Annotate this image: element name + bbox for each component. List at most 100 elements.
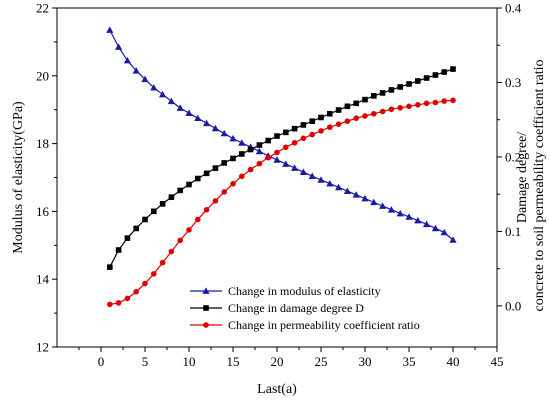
legend-label: Change in damage degree D: [228, 301, 364, 315]
data-point: [239, 151, 245, 157]
data-point: [370, 198, 378, 206]
data-point: [186, 181, 192, 188]
data-point: [150, 84, 158, 91]
data-point: [159, 90, 167, 98]
data-point: [441, 69, 447, 75]
y-right-tick-label: 0.2: [505, 149, 521, 164]
data-point: [274, 133, 280, 139]
data-point: [230, 180, 236, 187]
data-point: [177, 187, 183, 194]
data-point: [299, 168, 307, 175]
data-point: [300, 122, 307, 128]
series-line: [109, 68, 454, 268]
data-point: [406, 103, 412, 110]
data-point: [151, 271, 157, 277]
x-tick-label: 15: [227, 354, 240, 369]
data-point: [107, 264, 113, 270]
data-point: [167, 97, 175, 105]
y-left-tick-label: 14: [36, 272, 50, 287]
data-point: [230, 155, 236, 162]
data-point: [344, 103, 351, 110]
data-point: [133, 225, 139, 232]
data-point: [195, 175, 201, 182]
data-point: [309, 131, 316, 138]
data-point: [106, 26, 114, 33]
data-point: [256, 142, 263, 148]
data-point: [335, 107, 342, 113]
y-left-tick-label: 12: [36, 340, 49, 355]
data-point: [450, 97, 456, 104]
legend-marker: [203, 322, 209, 328]
data-point: [151, 208, 157, 215]
data-point: [326, 180, 334, 187]
x-tick-label: 40: [447, 354, 460, 369]
data-point: [388, 87, 395, 93]
data-point: [441, 98, 448, 104]
data-point: [115, 43, 123, 50]
data-point: [212, 165, 219, 171]
data-point: [371, 110, 377, 117]
data-point: [397, 104, 404, 111]
data-point: [274, 149, 280, 156]
y-right-tick-label: 0.4: [505, 1, 522, 16]
data-point: [362, 96, 368, 103]
x-tick-label: 35: [403, 354, 416, 369]
data-point: [431, 224, 439, 232]
data-point: [432, 99, 439, 106]
data-point: [211, 124, 219, 132]
data-point: [379, 108, 386, 115]
data-point: [423, 75, 430, 81]
y-left-tick-label: 22: [36, 1, 49, 16]
data-point: [450, 66, 456, 72]
legend-item-2: Change in damage degree D: [190, 301, 364, 315]
data-point: [291, 139, 298, 146]
data-point: [203, 170, 210, 177]
data-point: [415, 102, 421, 108]
data-point: [123, 56, 131, 64]
data-point: [440, 228, 448, 236]
x-tick-label: 45: [491, 354, 504, 369]
y-right-axis-title-line2: concrete to soil permeability coefficien…: [532, 59, 547, 311]
data-point: [300, 135, 307, 142]
data-point: [159, 259, 166, 266]
data-point: [141, 75, 149, 83]
data-point: [168, 248, 175, 255]
data-point: [423, 100, 430, 107]
series-3: [107, 97, 456, 308]
data-point: [335, 121, 342, 127]
y-left-axis-title: Modulus of elasticity(GPa): [11, 101, 26, 254]
data-point: [379, 202, 387, 209]
data-point: [256, 160, 263, 167]
data-point: [186, 227, 192, 233]
data-point: [414, 216, 422, 224]
data-point: [397, 84, 403, 90]
data-point: [115, 247, 122, 253]
data-point: [255, 147, 263, 155]
data-point: [177, 237, 183, 244]
data-point: [273, 156, 281, 163]
data-point: [124, 235, 131, 241]
data-point: [176, 104, 184, 111]
data-point: [185, 109, 193, 116]
data-point: [195, 216, 201, 223]
data-point: [317, 176, 325, 183]
data-point: [115, 300, 122, 306]
data-point: [343, 187, 351, 194]
series-line: [109, 29, 454, 241]
data-point: [335, 183, 343, 191]
legend-marker: [202, 287, 210, 294]
x-tick-label: 30: [359, 354, 372, 369]
data-point: [283, 129, 289, 136]
data-point: [318, 128, 324, 134]
data-point: [405, 213, 413, 220]
legend-marker: [203, 305, 209, 311]
data-point: [432, 72, 439, 78]
data-point: [107, 301, 113, 308]
data-point: [318, 114, 324, 121]
data-point: [415, 78, 421, 84]
y-left-tick-label: 20: [36, 68, 49, 83]
data-point: [212, 198, 219, 204]
data-point: [449, 236, 457, 243]
data-point: [221, 189, 227, 195]
legend: Change in modulus of elasticity Change in…: [190, 284, 420, 332]
